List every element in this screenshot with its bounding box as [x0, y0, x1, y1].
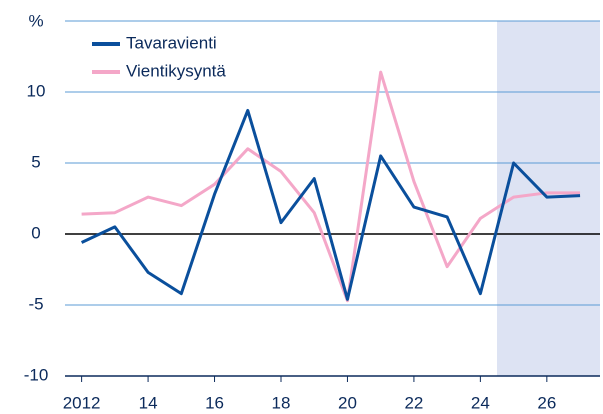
x-tick-label: 14	[139, 393, 158, 412]
series-line	[80, 108, 581, 301]
x-tick-label: 24	[471, 393, 490, 412]
x-tick-label: 20	[338, 393, 357, 412]
legend-label: Tavaravienti	[126, 33, 217, 52]
series-line	[81, 70, 581, 303]
legend-label: Vientikysyntä	[126, 61, 226, 80]
x-tick-label: 26	[537, 393, 556, 412]
y-tick-label: -10	[24, 365, 49, 384]
x-tick-label: 18	[272, 393, 291, 412]
y-tick-label: 5	[31, 152, 40, 171]
y-tick-label: -5	[28, 294, 43, 313]
x-tick-label: 2012	[63, 393, 101, 412]
y-tick-label: 0	[31, 223, 40, 242]
x-tick-label: 22	[404, 393, 423, 412]
y-unit: %	[28, 11, 43, 30]
y-tick-label: 10	[27, 81, 46, 100]
x-tick-label: 16	[205, 393, 224, 412]
